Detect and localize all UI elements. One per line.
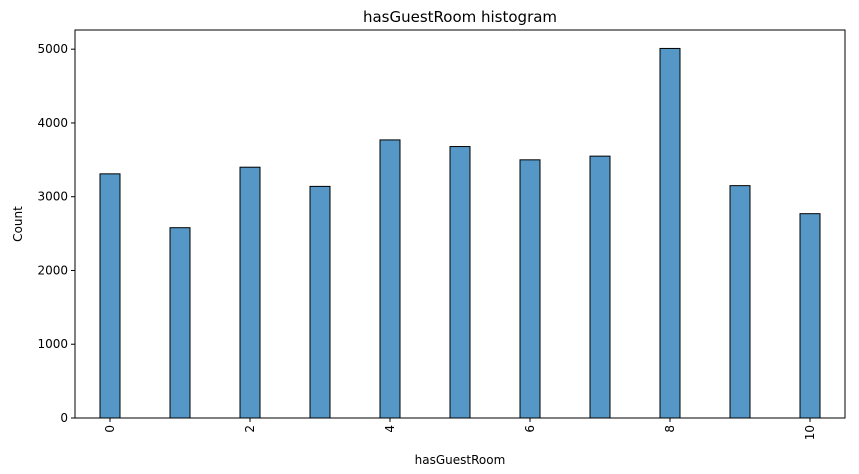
y-tick-label: 1000	[37, 337, 68, 351]
y-tick-label: 3000	[37, 190, 68, 204]
x-tick-label: 4	[383, 425, 397, 433]
histogram-bar	[309, 185, 331, 419]
x-tick-label: 2	[243, 425, 257, 433]
y-axis-ticks: 0 1000 2000 3000 4000 5000	[37, 42, 75, 425]
chart-title: hasGuestRoom histogram	[363, 8, 557, 26]
y-tick-label: 2000	[37, 263, 68, 277]
x-tick-label: 10	[803, 425, 817, 440]
x-tick-label: 0	[103, 425, 117, 433]
bars-group	[99, 47, 821, 419]
x-axis-label: hasGuestRoom	[415, 453, 506, 467]
y-tick-label: 5000	[37, 42, 68, 56]
histogram-bar	[239, 166, 261, 419]
histogram-bar	[449, 146, 471, 419]
histogram-bar	[99, 173, 121, 419]
x-tick-label: 8	[663, 425, 677, 433]
plot-frame	[74, 29, 846, 419]
histogram-bar	[659, 47, 681, 419]
histogram-bar	[169, 227, 191, 419]
histogram-bar	[519, 159, 541, 419]
histogram-bar	[799, 213, 821, 419]
histogram-bar	[729, 185, 751, 419]
histogram-bar	[379, 139, 401, 419]
x-axis-ticks: 0 2 4 6 8 10	[103, 418, 817, 440]
y-axis-label: Count	[11, 206, 25, 242]
y-tick-label: 4000	[37, 116, 68, 130]
x-tick-label: 6	[523, 425, 537, 433]
y-tick-label: 0	[60, 411, 68, 425]
histogram-bar	[589, 155, 611, 419]
